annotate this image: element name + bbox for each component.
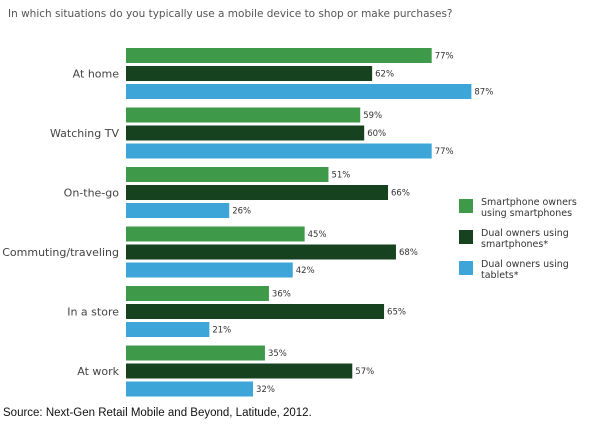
- bar: [126, 226, 305, 242]
- data-label: 87%: [474, 88, 493, 98]
- legend-label: Smartphone owners using smartphones: [481, 197, 577, 219]
- legend-label: Dual owners using smartphones*: [481, 228, 569, 250]
- data-label: 66%: [391, 189, 410, 199]
- bar: [126, 262, 293, 278]
- category-label: On-the-go: [64, 187, 120, 200]
- bar: [126, 244, 396, 260]
- bar: [126, 381, 254, 397]
- bar: [126, 203, 230, 218]
- data-label: 62%: [375, 70, 394, 80]
- legend-label: Dual owners using tablets*: [481, 259, 569, 281]
- category-label: Commuting/traveling: [2, 246, 119, 259]
- data-label: 51%: [331, 171, 350, 181]
- bar: [126, 48, 432, 63]
- legend-swatch: [459, 261, 473, 275]
- source-note: Source: Next-Gen Retail Mobile and Beyon…: [3, 407, 312, 419]
- bar: [126, 304, 385, 319]
- bar: [126, 363, 353, 379]
- bar: [126, 167, 329, 182]
- bar: [126, 345, 265, 361]
- bar: [126, 66, 373, 81]
- data-label: 59%: [363, 111, 382, 121]
- bar: [126, 322, 210, 337]
- bar: [126, 185, 389, 200]
- data-label: 42%: [296, 266, 315, 276]
- bar: [126, 125, 365, 141]
- data-label: 35%: [268, 349, 287, 359]
- data-label: 57%: [355, 367, 374, 377]
- bar: [126, 143, 432, 159]
- plot-area: At home 77% 62% 87% Watching TV 59% 60% 77% On-t…: [2, 48, 493, 397]
- data-label: 26%: [232, 207, 251, 217]
- category-label: At work: [77, 365, 119, 378]
- bar: [126, 107, 361, 123]
- category-label: At home: [73, 68, 120, 81]
- data-label: 77%: [435, 147, 454, 157]
- data-label: 60%: [367, 129, 386, 139]
- category-label: In a store: [67, 306, 119, 319]
- data-label: 32%: [256, 385, 275, 395]
- data-label: 45%: [308, 230, 327, 240]
- legend-swatch: [459, 199, 473, 213]
- data-label: 65%: [387, 308, 406, 318]
- legend: Smartphone owners using smartphones Dual o…: [459, 197, 577, 281]
- data-label: 36%: [272, 290, 291, 300]
- data-label: 21%: [212, 326, 231, 336]
- data-label: 68%: [399, 248, 418, 258]
- legend-swatch: [459, 230, 473, 244]
- category-label: Watching TV: [50, 127, 119, 140]
- bar: [126, 286, 269, 301]
- data-label: 77%: [435, 52, 454, 62]
- bar: [126, 84, 472, 99]
- chart-title: In which situations do you typically use…: [8, 8, 452, 20]
